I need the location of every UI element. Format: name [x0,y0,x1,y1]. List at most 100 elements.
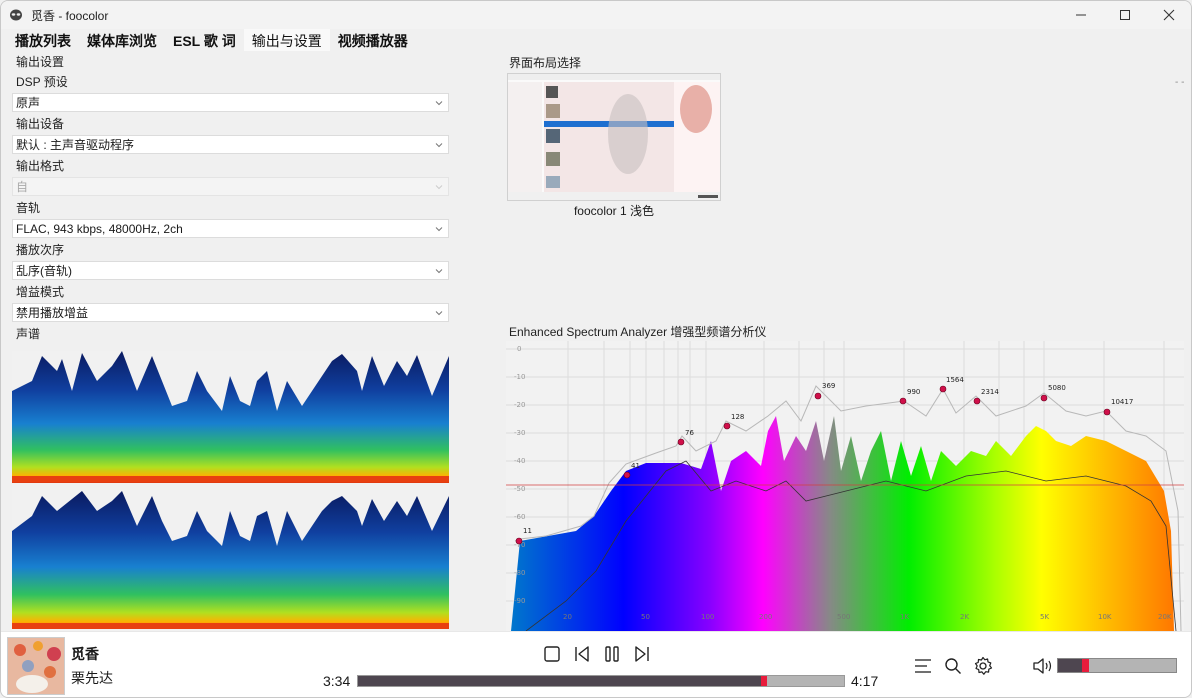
settings-button[interactable] [971,654,995,678]
stop-icon [544,646,560,662]
svg-text:1K: 1K [900,613,909,621]
chevron-down-icon [435,310,443,315]
tab-library[interactable]: 媒体库浏览 [87,33,157,49]
volume-fill [1058,659,1082,672]
previous-button[interactable] [570,642,594,666]
output-settings-panel: 输出设置 DSP 预设 原声 输出设备 默认 : 主声音驱动程序 输出格式 自 … [1,53,459,345]
tab-video-player[interactable]: 视频播放器 [337,33,408,49]
seek-bar[interactable] [357,675,845,687]
svg-text:-40: -40 [514,457,525,465]
playback-order-value: 乱序(音轨) [16,264,72,278]
tab-playlist[interactable]: 播放列表 [15,33,71,49]
chevron-down-icon [435,226,443,231]
volume-slider[interactable] [1057,658,1177,673]
layout-thumbnail-foocolor1-light[interactable] [507,73,721,201]
close-icon [1163,9,1175,21]
svg-text:20: 20 [563,613,572,621]
minimize-icon [1076,14,1086,16]
playback-order-label: 播放次序 [16,243,65,257]
previous-icon [575,646,589,662]
svg-text:2314: 2314 [981,388,999,396]
output-settings-heading: 输出设置 [16,55,65,69]
svg-text:76: 76 [685,429,694,437]
search-button[interactable] [941,654,965,678]
song-artist: 栗先达 [71,670,113,686]
svg-text:-70: -70 [514,541,525,549]
spectrogram-view [12,351,449,631]
gain-mode-select[interactable]: 禁用播放增益 [12,303,449,322]
output-device-value: 默认 : 主声音驱动程序 [16,138,135,152]
svg-text:-50: -50 [514,485,525,493]
svg-text:50: 50 [641,613,650,621]
svg-text:990: 990 [907,388,920,396]
chevron-down-icon [435,184,443,189]
playlist-button[interactable] [911,654,935,678]
svg-text:-10: -10 [514,373,525,381]
svg-text:200: 200 [759,613,772,621]
audio-track-value: FLAC, 943 kbps, 48000Hz, 2ch [16,221,183,236]
side-handle-icon[interactable]: - - [1175,77,1185,88]
svg-text:369: 369 [822,382,835,390]
volume-button[interactable] [1031,654,1055,678]
seek-bar-fill [358,676,762,686]
next-button[interactable] [630,642,654,666]
svg-text:-20: -20 [514,401,525,409]
tab-output-settings[interactable]: 输出与设置 [243,29,330,51]
layout-picker-title: 界面布局选择 [509,56,582,70]
pause-icon [605,646,619,662]
layout-caption: foocolor 1 浅色 [573,204,655,218]
close-button[interactable] [1147,1,1191,29]
minimize-button[interactable] [1059,1,1103,29]
title-bar: 觅香 - foocolor [1,1,1191,29]
search-icon [945,658,961,674]
list-icon [915,659,931,673]
analyzer-title: Enhanced Spectrum Analyzer 增强型频谱分析仪 [509,325,767,339]
song-title: 觅香 [71,646,99,662]
dsp-preset-label: DSP 预设 [16,75,68,89]
svg-text:10417: 10417 [1111,398,1133,406]
svg-text:5K: 5K [1040,613,1049,621]
svg-text:41: 41 [631,462,640,470]
chevron-down-icon [435,100,443,105]
dsp-preset-value: 原声 [16,96,41,110]
audio-track-select[interactable]: FLAC, 943 kbps, 48000Hz, 2ch [12,219,449,238]
svg-text:11: 11 [523,527,532,535]
svg-text:0: 0 [517,345,521,353]
next-icon [635,646,649,662]
pause-button[interactable] [600,642,624,666]
chevron-down-icon [435,268,443,273]
svg-text:-30: -30 [514,429,525,437]
output-format-label: 输出格式 [16,159,65,173]
tab-lyrics[interactable]: ESL 歌 词 [173,33,236,49]
gain-mode-value: 禁用播放增益 [16,306,89,320]
output-device-select[interactable]: 默认 : 主声音驱动程序 [12,135,449,154]
svg-text:2K: 2K [960,613,969,621]
volume-handle[interactable] [1081,659,1089,672]
dsp-preset-select[interactable]: 原声 [12,93,449,112]
svg-text:20K: 20K [1158,613,1172,621]
audio-track-label: 音轨 [16,201,41,215]
svg-text:-90: -90 [514,597,525,605]
svg-text:10K: 10K [1098,613,1112,621]
output-device-label: 输出设备 [16,117,65,131]
gain-mode-label: 增益模式 [16,285,65,299]
album-cover[interactable] [7,637,65,695]
svg-text:5080: 5080 [1048,384,1066,392]
playback-order-select[interactable]: 乱序(音轨) [12,261,449,280]
elapsed-time: 3:34 [323,673,351,689]
chevron-down-icon [435,142,443,147]
svg-text:1564: 1564 [946,376,964,384]
total-duration: 4:17 [851,673,879,689]
svg-text:-60: -60 [514,513,525,521]
speaker-icon [1033,658,1052,674]
stop-button[interactable] [540,642,564,666]
player-bar: 觅香 栗先达 3:34 4:17 [1,631,1191,697]
album-art-image [8,638,64,694]
seek-bar-handle[interactable] [761,676,768,686]
spectrogram-label: 声谱 [16,327,41,341]
svg-text:500: 500 [837,613,850,621]
gear-icon [974,656,993,675]
maximize-button[interactable] [1103,1,1147,29]
output-format-select[interactable]: 自 [12,177,449,196]
